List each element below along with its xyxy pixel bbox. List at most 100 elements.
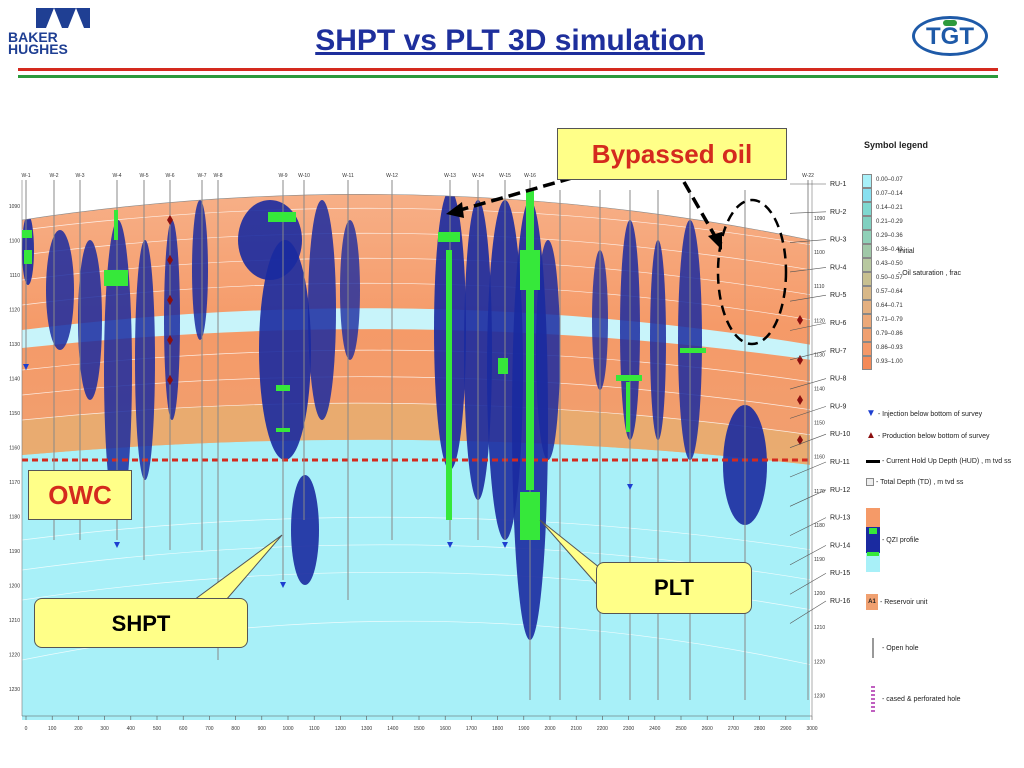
reservoir-unit-leader <box>789 322 827 331</box>
legend-production: ▲ - Production below bottom of survey <box>866 430 990 441</box>
x-axis-tick-label: 2600 <box>702 726 713 732</box>
depth-tick-label-left: 1200 <box>9 584 20 590</box>
hud-bar-icon <box>866 459 880 463</box>
x-axis-tick-label: 1900 <box>518 726 529 732</box>
legend-cased-label: - cased & perforated hole <box>881 695 961 703</box>
reservoir-unit-label: RU-5 <box>830 292 846 299</box>
plt-label: PLT <box>654 575 694 600</box>
reservoir-unit-label: RU-12 <box>830 487 850 494</box>
reservoir-unit-leader <box>789 239 827 243</box>
legend-scale-label: 0.00–0.07 <box>876 177 903 183</box>
plt-callout: PLT <box>596 562 752 614</box>
legend-scale-caption-2: - Oil saturation , frac <box>898 270 962 277</box>
cased-hole-icon <box>871 686 875 712</box>
reservoir-unit-leader <box>789 572 827 595</box>
reservoir-unit-leader <box>789 294 827 302</box>
x-axis-tick-label: 1500 <box>413 726 424 732</box>
x-axis-tick-label: 500 <box>153 726 162 732</box>
tgt-logo: TGT <box>912 16 988 56</box>
legend-scale-label: 0.21–0.29 <box>876 219 903 225</box>
reservoir-unit-leader <box>789 600 827 624</box>
qzi-w1-b <box>24 250 32 264</box>
page-title: SHPT vs PLT 3D simulation <box>315 24 705 57</box>
x-axis-tick-label: 2900 <box>780 726 791 732</box>
legend-td: - Total Depth (TD) , m tvd ss <box>866 478 963 486</box>
depth-tick-label-left: 1120 <box>9 308 20 314</box>
reservoir-unit-label: RU-9 <box>830 403 846 410</box>
section-body <box>22 194 810 720</box>
legend-scale-label: 0.07–0.14 <box>876 191 903 197</box>
section-top-edge <box>21 194 811 241</box>
legend-injection-label: - Injection below bottom of survey <box>877 411 983 418</box>
bypassed-arrow-right-head-icon <box>708 232 722 250</box>
x-axis-tick-label: 1600 <box>440 726 451 732</box>
x-axis-tick-label: 2200 <box>597 726 608 732</box>
reservoir-unit-label: RU-2 <box>830 209 846 216</box>
legend-scale-swatch <box>862 216 872 230</box>
legend-open-hole: - Open hole <box>866 638 919 658</box>
depth-tick-label-left: 1110 <box>10 273 21 279</box>
depth-tick-label-right: 1130 <box>814 352 825 358</box>
production-arrow-icon: ▲ <box>866 430 876 441</box>
reservoir-unit-label: RU-3 <box>830 237 846 244</box>
production-marker-icon <box>167 375 173 385</box>
well-label: W-1 <box>21 173 30 179</box>
well-label: W-4 <box>112 173 121 179</box>
reservoir-unit-label: RU-11 <box>830 459 850 466</box>
x-axis-tick-label: 2100 <box>571 726 582 732</box>
legend-scale-swatch <box>862 342 872 356</box>
baker-hughes-mark-icon <box>36 8 90 28</box>
qzi-w9-c <box>276 428 290 432</box>
depth-axis-left: 1090 1100 1110 1120 1130 1140 1150 1160 1170 1180… <box>9 180 23 716</box>
qzi-w1-a <box>22 230 32 238</box>
injection-arrow-icon <box>280 582 286 588</box>
legend-open-hole-label: - Open hole <box>881 644 919 652</box>
depth-tick-label-left: 1160 <box>9 446 20 452</box>
legend-hud-label: - Current Hold Up Depth (HUD) , m tvd ss <box>881 458 1012 465</box>
x-axis-tick-label: 1100 <box>309 726 320 732</box>
reservoir-unit-label: RU-10 <box>830 431 850 438</box>
depth-tick-label-left: 1090 <box>9 204 20 210</box>
well-label: W-22 <box>802 173 814 179</box>
depth-tick-label-left: 1150 <box>9 411 20 417</box>
production-marker-icon <box>167 255 173 265</box>
well-label: W-13 <box>444 173 456 179</box>
legend-scale-caption-1: Initial <box>898 248 915 255</box>
x-axis-tick-label: 0 <box>25 726 28 732</box>
x-axis-tick-label: 200 <box>74 726 83 732</box>
legend-scale-label: 0.29–0.36 <box>876 233 903 239</box>
open-hole-icon <box>872 638 874 658</box>
legend-title: Symbol legend <box>864 140 929 150</box>
tgt-logo-dot-icon <box>943 20 957 26</box>
reservoir-unit-leader <box>789 489 827 507</box>
owc-label: OWC <box>48 480 112 510</box>
reservoir-unit-label: RU-14 <box>830 542 850 549</box>
depth-tick-label-right: 1100 <box>814 250 825 256</box>
reservoir-unit-leader <box>789 406 827 419</box>
qzi-w4-a <box>104 270 128 286</box>
baker-hughes-logo: BAKER HUGHES <box>8 6 90 56</box>
production-marker-icon <box>797 395 803 405</box>
shpt-callout: SHPT <box>34 598 248 648</box>
legend-scale-label: 0.71–0.79 <box>876 317 903 323</box>
well-label: W-2 <box>49 173 58 179</box>
x-axis-tick-label: 1700 <box>466 726 477 732</box>
reservoir-unit-labels: RU-1 RU-2 RU-3 RU-4 RU-5 RU-6 RU-7 RU-8 RU-9 RU-1… <box>789 181 850 624</box>
reservoir-unit-label: RU-15 <box>830 570 850 577</box>
legend-scale-swatch <box>862 314 872 328</box>
qzi-profiles <box>22 190 706 540</box>
legend-scale-swatch <box>862 272 872 286</box>
depth-axis-right: 1090 1100 1110 1120 1130 1140 1150 1160 1170 1180… <box>811 180 825 716</box>
reservoir-unit-label: RU-13 <box>830 515 850 522</box>
legend-scale-label: 0.79–0.86 <box>876 331 903 337</box>
bypassed-arrow-left-head-icon <box>446 202 464 218</box>
legend-cased: - cased & perforated hole <box>866 686 961 712</box>
legend-scale-swatch <box>862 328 872 342</box>
reservoir-unit-badge-icon: A1 <box>866 594 878 610</box>
legend-injection: ▼ - Injection below bottom of survey <box>866 408 982 419</box>
reservoir-unit-leader <box>789 211 827 214</box>
x-axis-tick-label: 1000 <box>282 726 293 732</box>
reservoir-unit-leader <box>789 350 827 361</box>
x-axis: 0 100 200 300 400 500 600 700 800 900 1000 1100 1200… <box>22 715 818 732</box>
x-axis-tick-label: 1800 <box>492 726 503 732</box>
